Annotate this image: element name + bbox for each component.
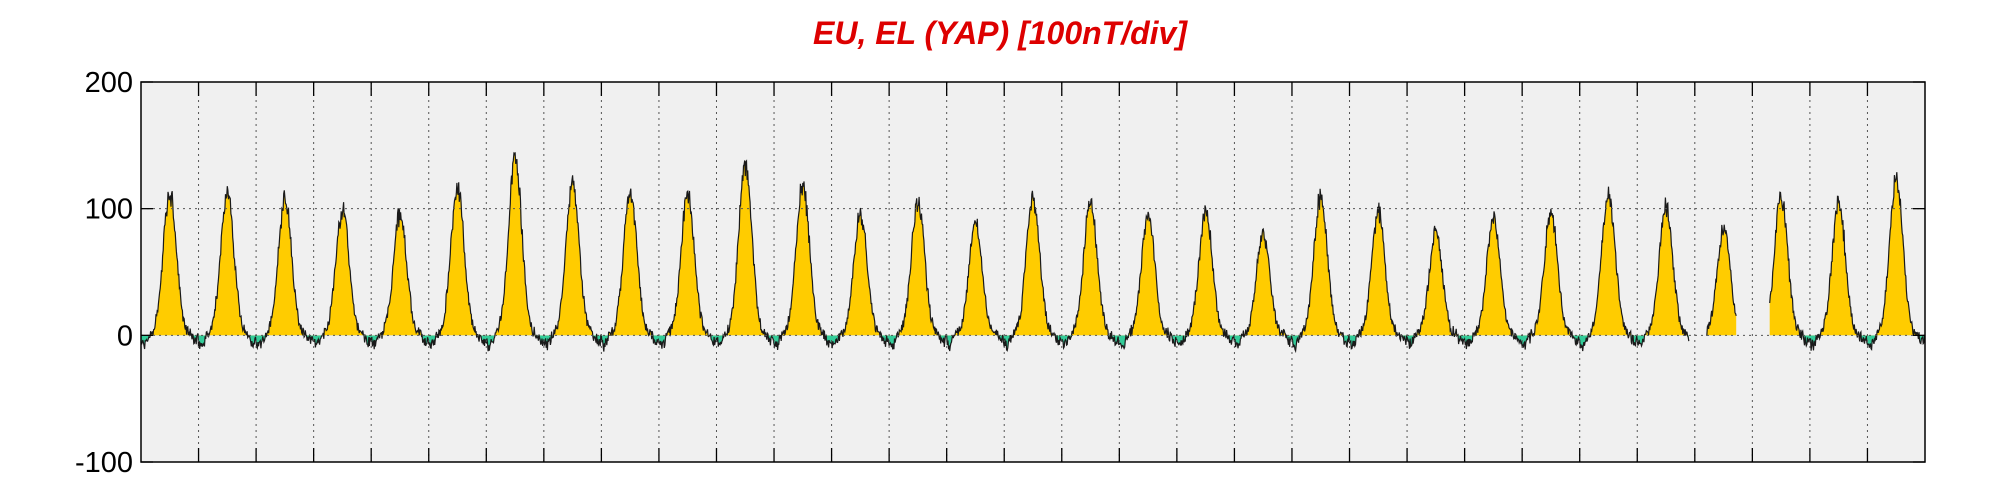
plot-series-layer bbox=[140, 151, 1926, 354]
series-line bbox=[1769, 172, 1926, 352]
eu-area-segment bbox=[1769, 172, 1925, 336]
el-area-segment bbox=[1799, 335, 1925, 351]
eu-area-segment bbox=[141, 152, 1689, 336]
chart-title: EU, EL (YAP) [100nT/div] bbox=[813, 15, 1188, 51]
series-line bbox=[1706, 224, 1737, 336]
eu-area-segment bbox=[1706, 224, 1737, 336]
y-tick-label: -100 bbox=[75, 447, 133, 479]
series-line bbox=[140, 151, 1690, 354]
y-tick-label: 200 bbox=[85, 67, 133, 99]
axis-ticks bbox=[141, 81, 1925, 463]
y-axis-tick-labels: 200 100 0 -100 bbox=[75, 67, 133, 479]
plot-frame bbox=[140, 81, 1926, 463]
y-tick-label: 0 bbox=[117, 320, 133, 352]
y-tick-label: 100 bbox=[85, 194, 133, 226]
